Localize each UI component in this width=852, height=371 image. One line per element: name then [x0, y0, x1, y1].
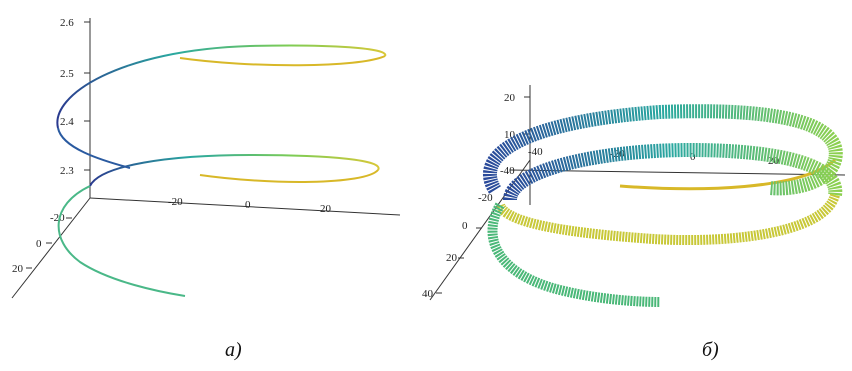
- chart-a: 2.6 2.5 2.4 2.3 -20 0 20 -20 0 20: [11, 17, 401, 299]
- chart-b-z-tick-label: 10: [504, 129, 516, 141]
- caption-b: б): [702, 339, 719, 361]
- chart-b-y-tick-label: -40: [500, 165, 515, 177]
- chart-b-y-tick-label: 0: [462, 220, 468, 232]
- chart-b-helix-upper: [483, 104, 843, 196]
- chart-b-y-tick-label: 40: [422, 288, 434, 300]
- chart-b-y-tick-label: -20: [478, 192, 493, 204]
- chart-a-z-tick-label: 2.5: [60, 68, 74, 80]
- chart-a-x-tick-label: 20: [320, 203, 332, 215]
- chart-a-helix-mid: [57, 127, 131, 169]
- chart-a-z-tick-label: 2.3: [60, 165, 74, 177]
- chart-b: 20 10 -40 -20 0 20 -40 -20 0 20 40: [422, 85, 846, 307]
- chart-a-helix-upper-back: [179, 55, 386, 67]
- chart-a-y-axis: [11, 197, 91, 299]
- chart-b-helix-upper-back: [619, 158, 836, 191]
- chart-a-z-tick-label: 2.4: [60, 116, 74, 128]
- chart-a-x-tick-label: 0: [245, 199, 251, 211]
- chart-a-helix-bottom: [57, 185, 186, 297]
- chart-a-z-tick-label: 2.6: [60, 17, 74, 29]
- chart-a-y-tick-label: -20: [50, 212, 65, 224]
- chart-b-y-tick-label: 20: [446, 252, 458, 264]
- chart-a-helix-upper: [56, 44, 387, 129]
- caption-a: a): [225, 339, 242, 361]
- chart-b-helix-lower-front: [495, 193, 840, 246]
- chart-b-x-tick-label: -40: [528, 146, 543, 158]
- chart-a-helix-lower-back: [199, 169, 379, 183]
- chart-a-y-tick-label: 0: [36, 238, 42, 250]
- chart-b-x-axis: [509, 169, 846, 176]
- chart-b-z-tick-label: 20: [504, 92, 516, 104]
- chart-a-y-tick-label: 20: [12, 263, 24, 275]
- chart-a-x-axis: [89, 197, 401, 216]
- chart-a-helix-lower: [89, 153, 380, 187]
- chart-b-y-axis: [429, 159, 531, 301]
- chart-a-x-tick-label: -20: [168, 196, 183, 208]
- chart-b-helix-bottom: [487, 202, 661, 307]
- chart-b-helix-lower: [503, 142, 843, 202]
